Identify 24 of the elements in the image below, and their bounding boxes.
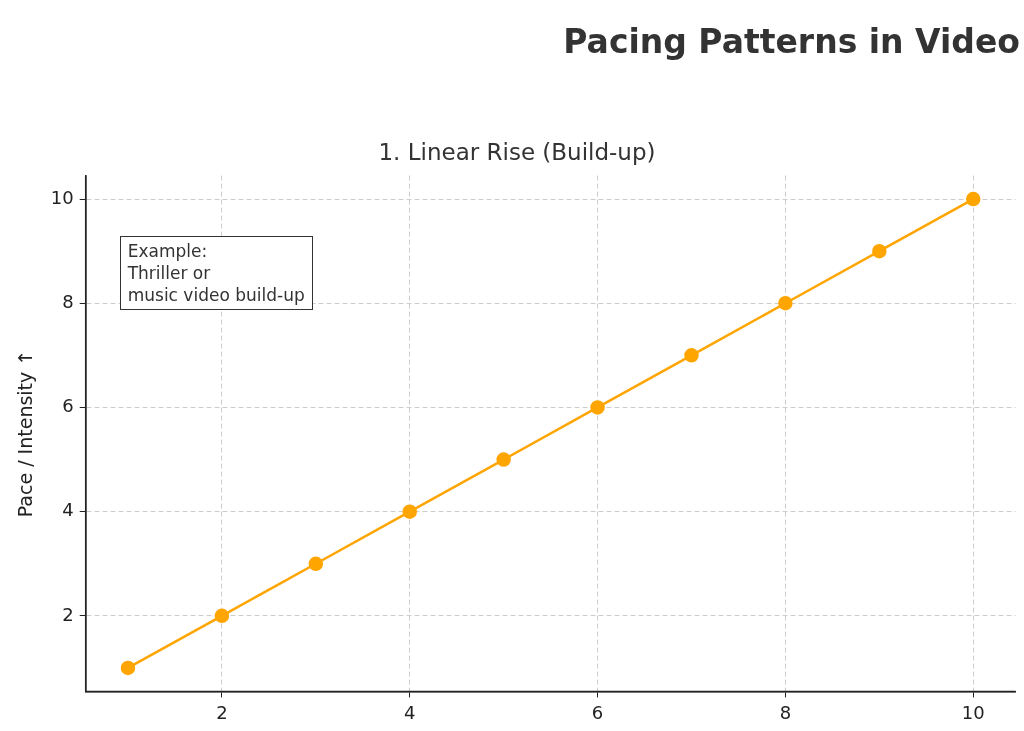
x-tick-label: 10 [961,701,985,723]
x-tick-label: 6 [591,701,604,723]
x-tick-label: 4 [404,701,416,723]
point [308,556,324,571]
point [496,452,511,467]
x-tick-label: 8 [779,701,792,723]
x-tick-label: 2 [216,701,228,723]
point [872,243,887,259]
point [965,191,981,207]
y-axis-title: Pace / Intensity ↑ [14,349,37,518]
y-tick-label: 4 [62,499,74,521]
y-tick-label: 8 [62,290,74,312]
annotation: Example: Thriller or music video build-up [119,235,313,310]
y-tick-label: 10 [50,186,74,208]
point [214,608,230,624]
y-tick-label: 2 [62,603,74,625]
point [120,660,136,676]
point [402,504,417,519]
point [590,400,605,415]
chart-subtitle: 1. Linear Rise (Build-up) [378,138,656,165]
chart-title: Pacing Patterns in Video [563,22,1020,61]
point [778,296,793,311]
y-tick-label: 6 [62,395,74,417]
point [684,348,699,363]
